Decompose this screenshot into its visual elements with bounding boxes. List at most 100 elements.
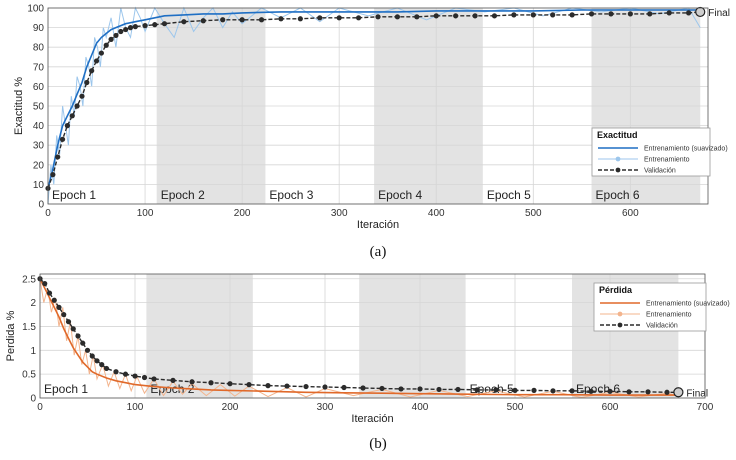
y-tick-label: 2	[30, 298, 36, 309]
validation-point	[94, 358, 100, 364]
y-tick-label: 50	[33, 102, 45, 113]
x-tick-label: 100	[137, 208, 154, 219]
validation-point	[152, 22, 158, 28]
validation-point	[98, 50, 104, 56]
series-line-smoothed	[47, 9, 701, 189]
validation-point	[647, 11, 653, 17]
validation-point	[531, 387, 537, 393]
validation-point	[278, 16, 284, 22]
validation-point	[227, 381, 233, 387]
validation-point	[379, 385, 385, 392]
series-line-smoothed	[39, 278, 679, 396]
validation-point	[569, 12, 575, 18]
validation-point	[64, 123, 71, 129]
validation-point	[84, 347, 91, 353]
y-tick-label: 30	[33, 141, 45, 152]
validation-point	[123, 26, 129, 33]
validation-point	[132, 373, 138, 379]
validation-point	[61, 311, 67, 318]
y-tick-label: 100	[27, 4, 44, 15]
epoch-label: Epoch 6	[596, 188, 640, 202]
validation-point	[645, 389, 651, 395]
validation-point	[317, 15, 323, 21]
validation-point	[433, 13, 439, 19]
validation-point	[80, 340, 86, 346]
validation-point	[303, 383, 309, 390]
validation-point	[550, 12, 556, 18]
x-tick-label: 200	[222, 402, 239, 413]
x-tick-label: 700	[697, 402, 714, 413]
validation-point	[118, 28, 124, 35]
validation-point	[69, 113, 75, 119]
validation-point	[588, 388, 594, 394]
x-tick-label: 500	[507, 402, 524, 413]
y-tick-label: 70	[33, 62, 45, 73]
validation-point	[685, 10, 692, 16]
final-marker	[673, 387, 684, 398]
y-tick-label: 40	[33, 121, 45, 132]
y-tick-label: 10	[33, 180, 45, 191]
epoch-label: Epoch 1	[44, 382, 88, 396]
y-tick-label: 90	[33, 23, 45, 34]
y-tick-label: 60	[33, 82, 45, 93]
validation-point	[132, 24, 138, 30]
validation-point	[170, 377, 176, 383]
x-tick-label: 600	[602, 402, 619, 413]
epoch-label: Epoch 1	[52, 188, 96, 202]
legend-entry: Entrenamiento	[646, 312, 692, 319]
x-tick-label: 400	[428, 208, 445, 219]
validation-point	[65, 319, 72, 325]
validation-point	[284, 383, 290, 389]
validation-point	[666, 10, 672, 16]
validation-point	[375, 14, 381, 20]
validation-point	[50, 172, 56, 178]
validation-point	[122, 371, 129, 377]
legend-entry: Validación	[644, 168, 676, 175]
x-tick-label: 300	[317, 402, 334, 413]
x-tick-label: 0	[45, 208, 51, 219]
validation-point	[588, 11, 595, 17]
x-tick-label: 500	[525, 208, 542, 219]
validation-point	[472, 13, 478, 19]
legend-entry: Entrenamiento (suavizado)	[644, 146, 728, 153]
validation-point	[89, 353, 95, 359]
legend-entry: Entrenamiento (suavizado)	[646, 301, 730, 308]
validation-point	[493, 387, 499, 393]
validation-point	[74, 103, 80, 109]
validation-point	[84, 79, 90, 86]
validation-point	[103, 42, 109, 48]
y-axis-label: Perdida %	[5, 310, 17, 361]
validation-point	[414, 14, 420, 20]
validation-point	[113, 32, 119, 39]
validation-point	[161, 21, 168, 27]
validation-point	[56, 304, 62, 310]
legend-box	[591, 127, 711, 177]
y-tick-label: 20	[33, 160, 45, 171]
validation-point	[220, 17, 226, 23]
validation-point	[265, 383, 271, 389]
x-tick-label: 300	[331, 208, 348, 219]
validation-point	[511, 12, 517, 18]
y-tick-label: 0	[38, 200, 44, 211]
validation-point	[93, 58, 100, 64]
epoch-band	[146, 274, 253, 398]
validation-point	[336, 15, 342, 21]
legend-swatch-marker	[617, 322, 623, 328]
loss-chart: Epoch 1 Epoch 2 Epoch 5 Epoch 6 Final00.511.…	[5, 273, 730, 425]
validation-point	[108, 36, 114, 42]
validation-point	[512, 387, 518, 393]
legend-swatch-marker	[615, 167, 621, 173]
validation-point	[474, 387, 480, 393]
validation-point	[127, 25, 134, 31]
axes-frame	[39, 273, 706, 399]
series-line-raw	[47, 6, 701, 205]
validation-point	[491, 13, 498, 19]
validation-point	[530, 12, 536, 18]
validation-point	[258, 17, 265, 23]
validation-point	[417, 386, 423, 392]
validation-point	[99, 362, 105, 368]
y-tick-label: 1	[30, 346, 36, 357]
caption-b: (b)	[369, 436, 387, 452]
validation-point	[141, 374, 148, 381]
